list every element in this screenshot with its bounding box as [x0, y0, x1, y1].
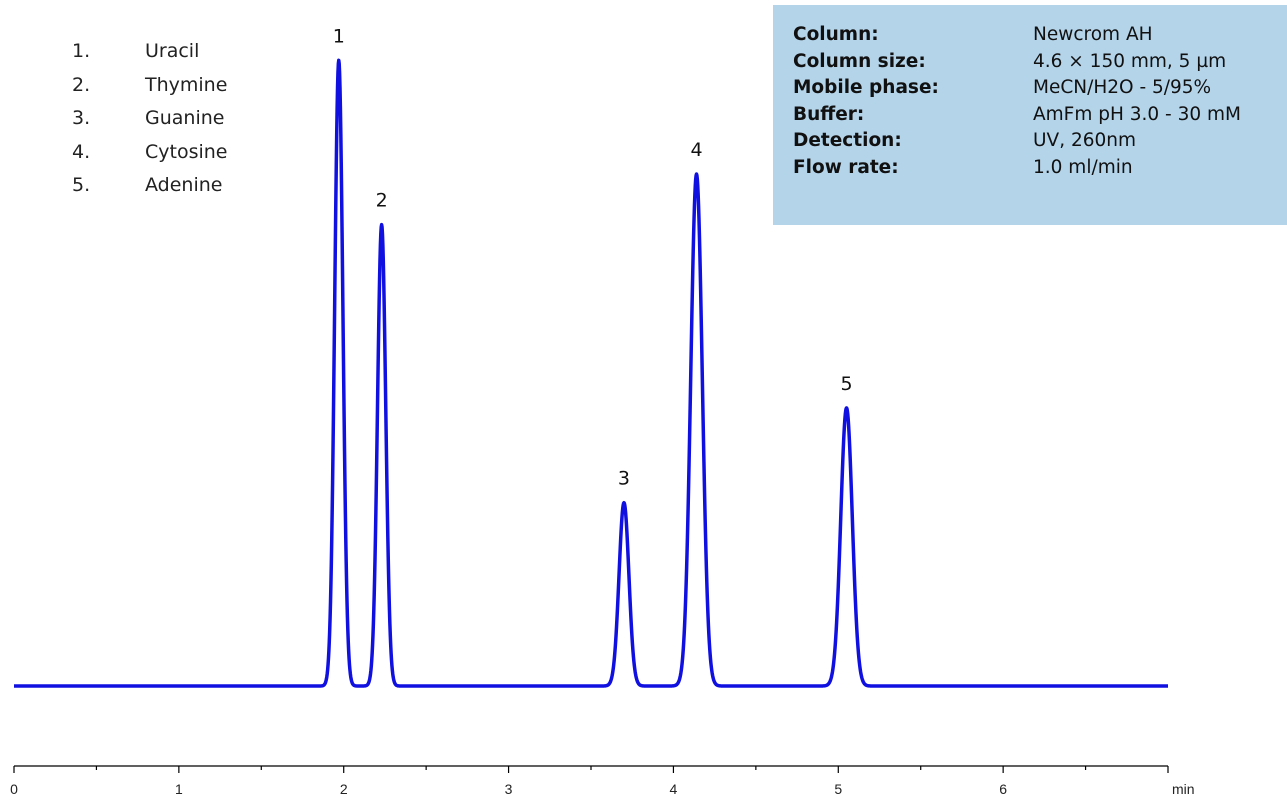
x-tick-label: 2 [340, 781, 348, 797]
legend-item: 1. Uracil [72, 35, 228, 69]
peak-label: 2 [376, 190, 388, 212]
condition-row: Flow rate: 1.0 ml/min [793, 155, 1287, 182]
condition-key: Mobile phase: [793, 77, 939, 98]
x-tick-label: 5 [834, 781, 842, 797]
condition-key: Column: [793, 24, 879, 45]
condition-key: Buffer: [793, 103, 865, 125]
legend-number: 1. [72, 40, 91, 62]
condition-row: Column: Newcrom AH [793, 22, 1287, 49]
condition-value: 4.6 × 150 mm, 5 µm [1033, 50, 1227, 72]
x-tick-label: 1 [175, 781, 183, 797]
chromatogram-trace [12, 58, 1170, 688]
condition-value: MeCN/H2O - 5/95% [1033, 77, 1212, 98]
condition-value: UV, 260nm [1033, 130, 1137, 151]
legend-item: 5. Adenine [72, 169, 228, 203]
conditions-box: Column: Newcrom AH Column size: 4.6 × 150 … [773, 5, 1287, 225]
condition-row: Detection: UV, 260nm [793, 128, 1287, 155]
condition-row: Mobile phase: MeCN/H2O - 5/95% [793, 75, 1287, 102]
compound-legend: 1. Uracil 2. Thymine 3. Guanine 4. Cytosine … [72, 35, 228, 203]
condition-key: Flow rate: [793, 156, 899, 178]
legend-item: 4. Cytosine [72, 136, 228, 170]
legend-compound: Adenine [145, 174, 223, 196]
condition-value: Newcrom AH [1033, 24, 1153, 45]
condition-key: Detection: [793, 130, 902, 151]
x-axis: 0 1 2 3 4 5 6 min [10, 765, 1195, 797]
x-tick-label: 3 [505, 781, 513, 797]
legend-compound: Cytosine [145, 140, 228, 163]
condition-value: AmFm pH 3.0 - 30 mM [1033, 103, 1242, 125]
condition-key: Column size: [793, 50, 926, 72]
condition-row: Buffer: AmFm pH 3.0 - 30 mM [793, 102, 1287, 129]
x-tick-label: 0 [10, 781, 18, 797]
legend-number: 3. [72, 107, 91, 129]
legend-compound: Guanine [145, 107, 225, 129]
legend-item: 2. Thymine [72, 69, 228, 103]
legend-compound: Uracil [145, 40, 200, 62]
x-tick-label: 6 [999, 781, 1007, 797]
condition-value: 1.0 ml/min [1033, 156, 1133, 178]
legend-item: 3. Guanine [72, 102, 228, 136]
x-axis-unit-label: min [1172, 781, 1195, 797]
x-tick-label: 4 [670, 781, 678, 797]
legend-compound: Thymine [145, 73, 228, 96]
legend-number: 2. [72, 73, 91, 96]
peak-label: 4 [690, 139, 702, 161]
condition-row: Column size: 4.6 × 150 mm, 5 µm [793, 49, 1287, 76]
legend-number: 5. [72, 174, 91, 196]
peak-labels: 1 2 3 4 5 [333, 25, 853, 489]
legend-number: 4. [72, 140, 91, 163]
peak-label: 5 [840, 373, 852, 395]
peak-label: 1 [333, 25, 345, 47]
peak-label: 3 [618, 468, 630, 490]
